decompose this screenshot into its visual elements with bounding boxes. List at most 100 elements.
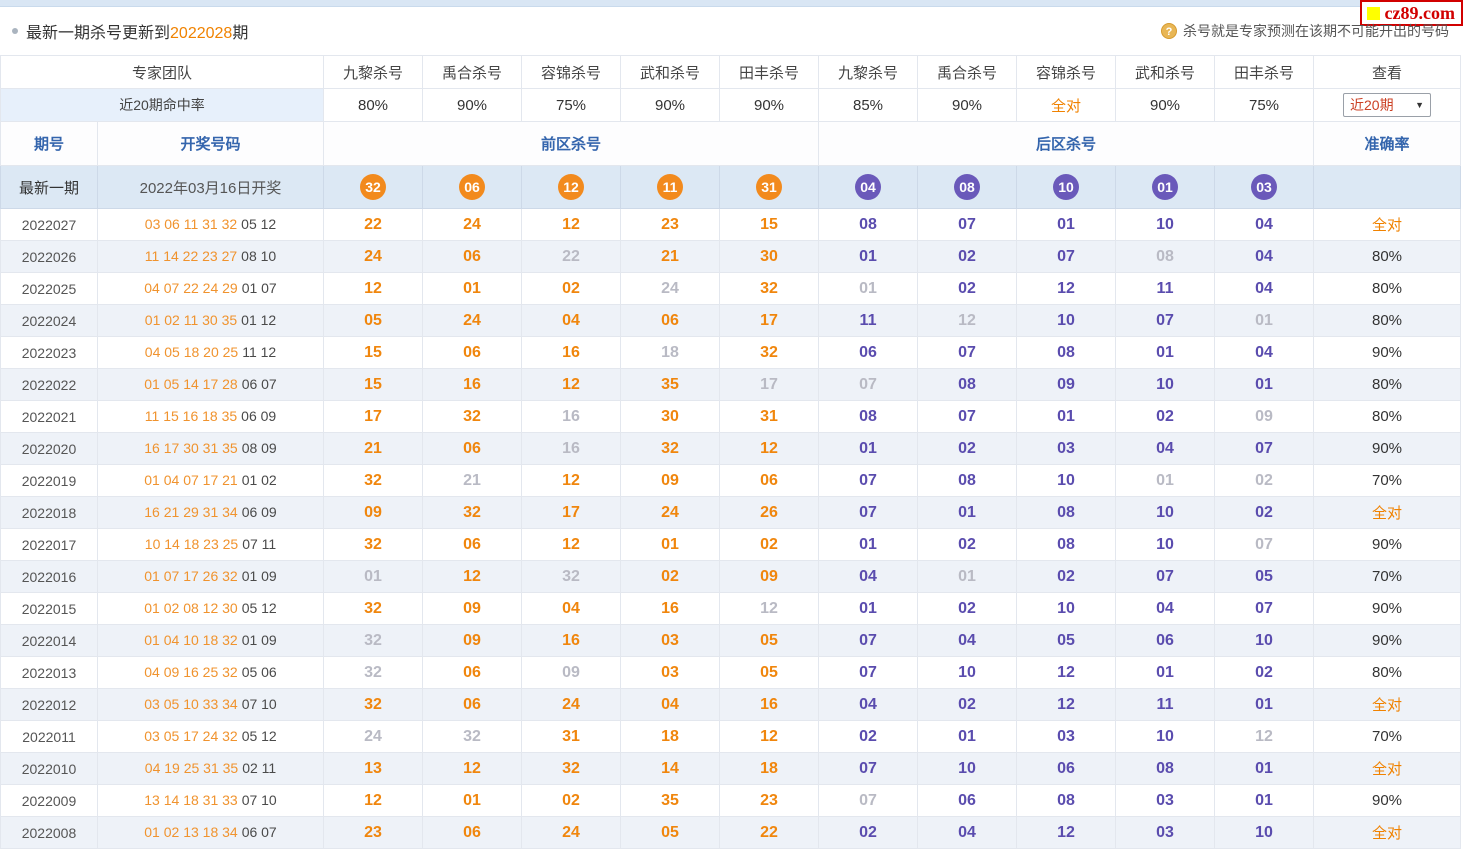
latest-back-kill-cell: 03 [1214, 165, 1315, 209]
accuracy-cell: 90% [1313, 528, 1462, 561]
kill-number: 16 [562, 343, 580, 361]
kill-number-cell: 02 [719, 528, 820, 561]
draw-back-numbers: 08 09 [241, 439, 277, 456]
hit-rate-value: 90% [1115, 88, 1216, 122]
kill-number: 01 [859, 247, 877, 265]
kill-number-cell: 01 [818, 432, 919, 465]
kill-number-cell: 06 [422, 688, 523, 721]
kill-number-cell: 16 [620, 592, 721, 625]
kill-number: 16 [463, 375, 481, 393]
kill-number: 05 [760, 631, 778, 649]
period-cell: 2022010 [0, 752, 98, 785]
column-header-row: 期号 开奖号码 前区杀号 后区杀号 准确率 [0, 121, 1462, 166]
kill-number: 02 [1057, 567, 1075, 585]
kill-number: 10 [958, 759, 976, 777]
kill-number-cell: 06 [422, 432, 523, 465]
draw-back-numbers: 08 10 [241, 247, 277, 264]
history-row-2022017: 2022017 10 14 18 23 25 07 11 32 06 12 01 02 01 02… [0, 528, 1462, 561]
kill-number: 06 [661, 311, 679, 329]
expert-column-header-6: 禹合杀号 [917, 55, 1018, 89]
kill-number: 06 [463, 823, 481, 841]
view-range-select[interactable]: 近20期 ▼ [1343, 93, 1432, 117]
kill-number: 26 [760, 503, 778, 521]
history-row-2022012: 2022012 03 05 10 33 34 07 10 32 06 24 04 16 04 02… [0, 688, 1462, 721]
kill-number: 32 [760, 279, 778, 297]
expert-column-header-5: 九黎杀号 [818, 55, 919, 89]
kill-number-cell: 01 [1115, 656, 1216, 689]
kill-number-cell: 10 [1115, 496, 1216, 529]
kill-number: 12 [364, 791, 382, 809]
kill-number-cell: 01 [422, 272, 523, 305]
kill-number-cell: 15 [323, 336, 424, 369]
history-row-2022021: 2022021 11 15 16 18 35 06 09 17 32 16 30 31 08 07… [0, 400, 1462, 433]
kill-number-cell: 32 [521, 752, 622, 785]
kill-number: 01 [958, 503, 976, 521]
kill-number: 12 [463, 567, 481, 585]
draw-numbers-cell: 16 21 29 31 34 06 09 [96, 496, 325, 529]
kill-number-cell: 02 [818, 720, 919, 753]
kill-number-cell: 12 [719, 432, 820, 465]
kill-number-cell: 04 [1214, 336, 1315, 369]
front-ball: 32 [360, 174, 387, 200]
kill-number-cell: 01 [818, 272, 919, 305]
kill-number: 24 [463, 215, 481, 233]
kill-number-cell: 04 [818, 688, 919, 721]
kill-number-cell: 12 [719, 592, 820, 625]
kill-number: 10 [1057, 471, 1075, 489]
kill-number: 01 [364, 567, 382, 585]
draw-front-numbers: 03 05 17 24 32 [144, 727, 238, 744]
history-row-2022027: 2022027 03 06 11 31 32 05 12 22 24 12 23 15 08 07… [0, 208, 1462, 241]
draw-numbers-cell: 11 15 16 18 35 06 09 [96, 400, 325, 433]
kill-number: 06 [463, 695, 481, 713]
kill-number-cell: 06 [1016, 752, 1117, 785]
kill-number: 01 [859, 279, 877, 297]
kill-number-cell: 01 [818, 528, 919, 561]
kill-number: 03 [661, 663, 679, 681]
kill-number: 10 [1156, 535, 1174, 553]
accuracy-column-header: 准确率 [1313, 121, 1462, 166]
kill-number-cell: 12 [323, 784, 424, 817]
kill-number-cell: 05 [1214, 560, 1315, 593]
kill-number-cell: 01 [1214, 752, 1315, 785]
kill-number: 01 [1057, 407, 1075, 425]
kill-number: 14 [661, 759, 679, 777]
kill-number: 04 [859, 567, 877, 585]
draw-numbers-cell: 01 02 11 30 35 01 12 [96, 304, 325, 337]
kill-number: 02 [958, 439, 976, 457]
period-cell: 2022009 [0, 784, 98, 817]
kill-number-cell: 22 [521, 240, 622, 273]
kill-number: 08 [1057, 503, 1075, 521]
accuracy-cell: 90% [1313, 336, 1462, 369]
expert-column-header-4: 田丰杀号 [719, 55, 820, 89]
accuracy-cell: 80% [1313, 400, 1462, 433]
history-row-2022014: 2022014 01 04 10 18 32 01 09 32 09 16 03 05 07 04… [0, 624, 1462, 657]
kill-number-cell: 12 [719, 720, 820, 753]
kill-number-cell: 12 [422, 560, 523, 593]
kill-number-cell: 16 [521, 336, 622, 369]
kill-number-cell: 06 [422, 528, 523, 561]
kill-number: 02 [661, 567, 679, 585]
kill-number-cell: 05 [719, 656, 820, 689]
kill-number-cell: 10 [917, 752, 1018, 785]
period-cell: 2022008 [0, 816, 98, 849]
kill-number: 02 [1255, 471, 1273, 489]
kill-number: 01 [1255, 695, 1273, 713]
kill-number-cell: 01 [917, 496, 1018, 529]
history-row-2022025: 2022025 04 07 22 24 29 01 07 12 01 02 24 32 01 02… [0, 272, 1462, 305]
back-ball: 03 [1251, 174, 1278, 200]
kill-number: 12 [1255, 727, 1273, 745]
kill-number-cell: 01 [1214, 368, 1315, 401]
kill-number-cell: 02 [818, 816, 919, 849]
site-logo[interactable]: cz89.com [1359, 0, 1463, 26]
period-cell: 2022011 [0, 720, 98, 753]
kill-number-cell: 02 [1016, 560, 1117, 593]
kill-number-cell: 08 [1115, 752, 1216, 785]
kill-number-cell: 12 [1016, 688, 1117, 721]
draw-back-numbers: 06 09 [241, 407, 277, 424]
kill-number: 15 [364, 343, 382, 361]
tip-text: 杀号就是专家预测在该期不可能开出的号码 [1183, 23, 1449, 39]
draw-back-numbers: 05 06 [241, 663, 277, 680]
kill-number-cell: 04 [917, 816, 1018, 849]
kill-number: 16 [760, 695, 778, 713]
